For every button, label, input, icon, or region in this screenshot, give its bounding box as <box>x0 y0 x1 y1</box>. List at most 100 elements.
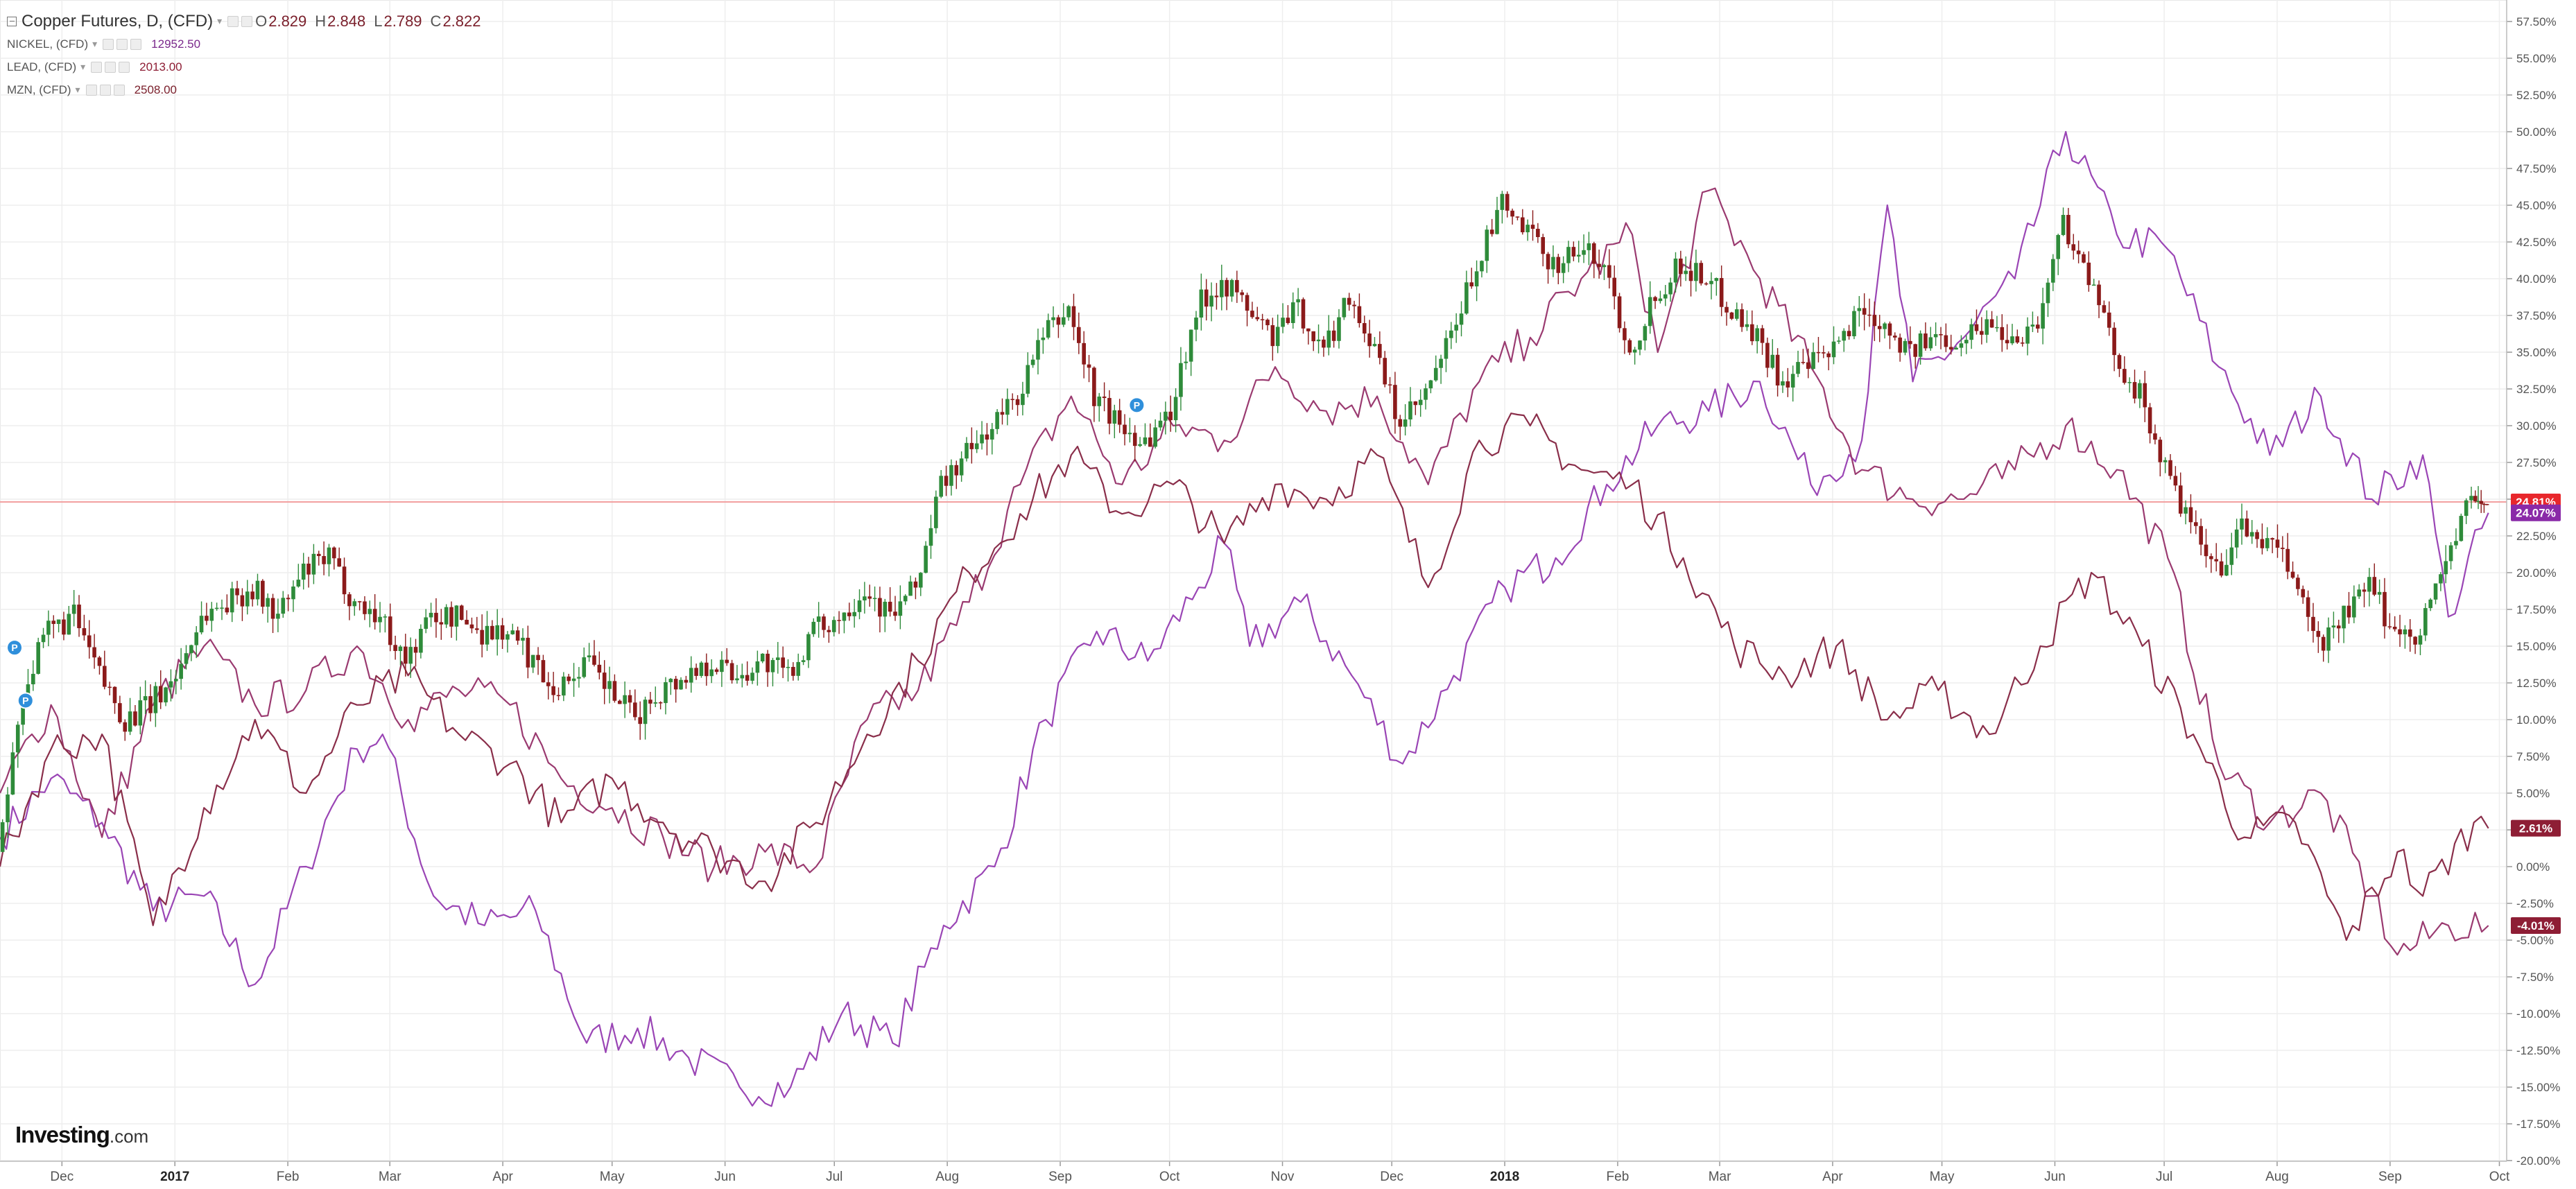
y-tick-label: 12.50% <box>2516 677 2557 690</box>
candle-body <box>2178 485 2183 514</box>
candle-body <box>1974 324 1979 331</box>
legend-overlay-mzn[interactable]: MZN, (CFD) ▾ 2508.00 <box>7 78 490 101</box>
candle-body <box>1724 306 1729 313</box>
investing-logo[interactable]: Investing.com <box>15 1122 149 1147</box>
candle-body <box>266 598 270 607</box>
candle-body <box>1036 340 1040 360</box>
settings-icon[interactable] <box>116 38 128 50</box>
candle-body <box>404 646 408 664</box>
candle-body <box>1281 318 1285 327</box>
settings-icon[interactable] <box>99 84 111 96</box>
candle-body <box>607 681 612 689</box>
chevron-down-icon[interactable]: ▾ <box>217 15 223 26</box>
candle-body <box>1684 270 1688 275</box>
candle-body <box>658 702 663 704</box>
price-tag <box>2511 819 2561 837</box>
candle-body <box>974 443 979 449</box>
candle-body <box>225 607 230 613</box>
candle-body <box>2392 626 2397 630</box>
legend-main-row[interactable]: Copper Futures, D, (CFD) ▾ O2.829 H2.848… <box>7 10 490 33</box>
candle-body <box>1857 308 1862 311</box>
candle-body <box>2398 629 2402 634</box>
candle-body <box>1551 257 1555 270</box>
candle-body <box>2473 496 2478 501</box>
candle-body <box>352 601 357 607</box>
eye-icon[interactable] <box>91 61 103 73</box>
y-tick-label: 40.00% <box>2516 272 2557 286</box>
chevron-down-icon[interactable]: ▾ <box>75 84 80 95</box>
ohlc-open: O2.829 <box>255 12 307 30</box>
price-tags: 24.81%24.07%2.61%-4.01% <box>2511 494 2561 935</box>
y-tick-label: 20.00% <box>2516 566 2557 580</box>
candle-body <box>2240 518 2244 530</box>
settings-icon[interactable] <box>105 61 116 73</box>
candle-body <box>1219 279 1224 297</box>
close-icon[interactable] <box>130 38 142 50</box>
candle-body <box>735 678 739 681</box>
candle-body <box>949 465 953 486</box>
candle-body <box>2469 496 2473 501</box>
candle-body <box>1597 263 1601 268</box>
candle-body <box>1617 296 1622 329</box>
candle-body <box>1944 335 1948 347</box>
y-tick-label: -5.00% <box>2516 934 2554 947</box>
candle-body <box>2362 589 2367 592</box>
candle-body <box>1709 281 1713 284</box>
candle-body <box>1903 340 1908 353</box>
candle-body <box>1199 289 1204 318</box>
price-tag-label: -4.01% <box>2517 919 2555 932</box>
candle-body <box>1571 247 1576 257</box>
ohlc-high: H2.848 <box>315 12 366 30</box>
candle-body <box>1495 209 1499 234</box>
event-markers[interactable]: P P P <box>6 397 1146 709</box>
candle-body <box>1658 298 1663 302</box>
candle-body <box>128 711 132 732</box>
candle-body <box>1653 297 1657 302</box>
chevron-down-icon[interactable]: ▾ <box>80 61 86 72</box>
y-tick-label: 22.50% <box>2516 530 2557 543</box>
collapse-icon[interactable] <box>7 16 17 26</box>
candle-body <box>1082 342 1086 365</box>
candle-body <box>2041 303 2045 329</box>
candle-body <box>2290 571 2295 578</box>
close-icon[interactable] <box>113 84 125 96</box>
settings-icon[interactable] <box>241 15 253 27</box>
candle-body <box>1576 254 1581 257</box>
candle-body <box>148 696 153 713</box>
candle-body <box>1989 319 1994 328</box>
eye-icon[interactable] <box>227 15 239 27</box>
candle-body <box>1913 344 1918 357</box>
candle-body <box>1132 433 1137 446</box>
eye-icon[interactable] <box>103 38 114 50</box>
candle-body <box>1383 358 1387 385</box>
candle-body <box>791 666 795 676</box>
candle-body <box>796 661 801 676</box>
legend-overlay-nickel[interactable]: NICKEL, (CFD) ▾ 12952.50 <box>7 33 490 55</box>
candle-body <box>240 595 245 607</box>
candle-body <box>1398 419 1403 427</box>
candle-body <box>1928 337 1933 349</box>
close-icon[interactable] <box>119 61 130 73</box>
candle-body <box>602 672 607 689</box>
candle-body <box>2188 507 2193 523</box>
candle-body <box>327 547 331 564</box>
candle-body <box>2112 327 2116 356</box>
y-tick-label: 30.00% <box>2516 419 2557 433</box>
legend-overlay-lead[interactable]: LEAD, (CFD) ▾ 2013.00 <box>7 55 490 78</box>
x-tick-label: Dec <box>1380 1170 1403 1184</box>
eye-icon[interactable] <box>85 84 97 96</box>
candle-body <box>1424 388 1428 400</box>
candle-body <box>934 496 938 528</box>
candle-body <box>1786 381 1790 388</box>
candle-body <box>1924 333 1928 349</box>
candle-body <box>939 476 944 497</box>
chevron-down-icon[interactable]: ▾ <box>92 38 98 49</box>
candle-body <box>291 586 295 600</box>
candle-body <box>954 465 959 476</box>
candle-body <box>628 695 632 703</box>
candle-body <box>699 662 704 676</box>
candle-body <box>1229 279 1234 297</box>
candle-body <box>459 605 464 620</box>
candle-body <box>1898 337 1902 353</box>
